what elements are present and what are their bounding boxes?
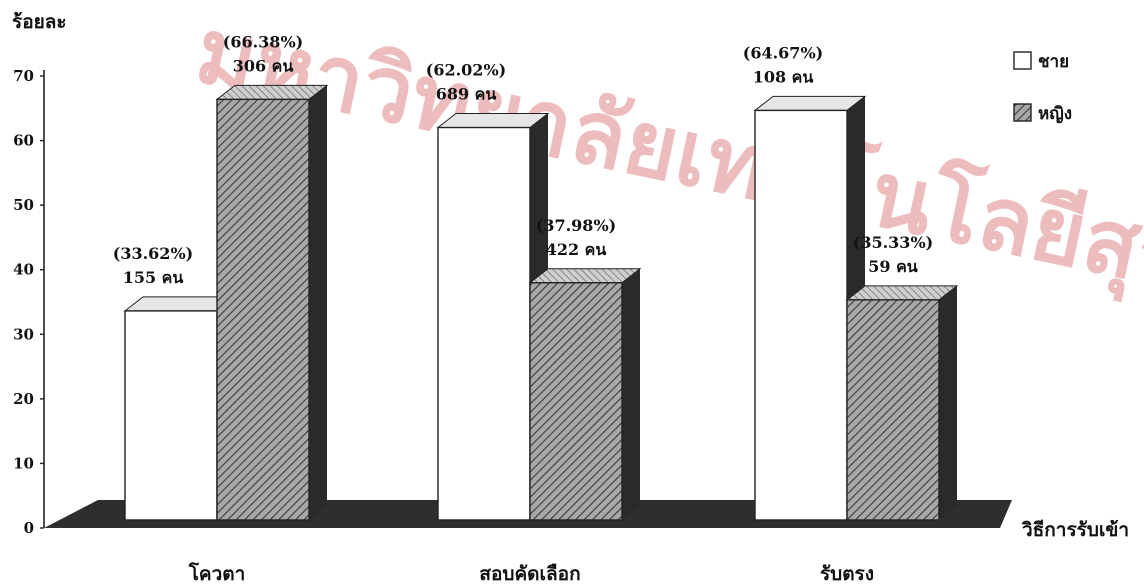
bar-side bbox=[939, 285, 957, 520]
bar bbox=[216, 98, 310, 521]
bar bbox=[437, 126, 531, 521]
legend-swatch-female bbox=[1013, 103, 1032, 122]
bar-top bbox=[436, 113, 550, 129]
y-axis-label: ร้อยละ bbox=[12, 11, 67, 33]
data-label-percent: (64.67%) bbox=[743, 43, 823, 62]
y-axis: 0 10 20 30 40 50 60 70 ร้อยละ bbox=[12, 11, 67, 537]
legend-label-female: หญิง bbox=[1038, 104, 1072, 124]
data-label-count: 689 คน bbox=[436, 85, 497, 104]
category-labels: โควตา สอบคัดเลือก รับตรง bbox=[188, 562, 874, 585]
bar-top bbox=[845, 285, 959, 301]
bar-side bbox=[309, 85, 327, 521]
category-label: รับตรง bbox=[820, 563, 874, 585]
legend: ชาย หญิง bbox=[1013, 51, 1072, 124]
legend-item-female: หญิง bbox=[1013, 103, 1072, 124]
bar-top bbox=[215, 84, 329, 100]
data-label-count: 108 คน bbox=[753, 67, 814, 86]
data-label-count: 155 คน bbox=[123, 268, 184, 287]
legend-swatch-male bbox=[1013, 51, 1032, 70]
data-label-count: 306 คน bbox=[233, 56, 294, 75]
bar bbox=[124, 310, 218, 521]
bar bbox=[846, 299, 940, 521]
bar bbox=[529, 282, 623, 521]
y-tick-label: 20 bbox=[13, 390, 34, 408]
category-label: สอบคัดเลือก bbox=[479, 563, 580, 585]
data-labels: (33.62%) 155 คน (66.38%) 306 คน (62.02%) 689 … bbox=[113, 32, 933, 287]
bars bbox=[123, 84, 959, 521]
watermark-text: มหาวิทยาลัยเทคโนโลยีสุรนารี bbox=[186, 0, 1144, 348]
y-tick-label: 70 bbox=[13, 67, 34, 85]
bar-top bbox=[753, 95, 867, 111]
bar bbox=[754, 109, 848, 521]
data-label-percent: (33.62%) bbox=[113, 244, 193, 263]
y-tick-label: 0 bbox=[24, 519, 34, 537]
data-label-percent: (66.38%) bbox=[223, 32, 303, 51]
watermark: มหาวิทยาลัยเทคโนโลยีสุรนารี bbox=[186, 0, 1144, 348]
data-label-percent: (37.98%) bbox=[536, 216, 616, 235]
y-tick-label: 40 bbox=[13, 261, 34, 279]
category-label: โควตา bbox=[188, 562, 246, 585]
data-label-count: 59 คน bbox=[868, 257, 918, 276]
y-tick-label: 30 bbox=[13, 325, 34, 343]
legend-item-male: ชาย bbox=[1013, 51, 1069, 72]
data-label-count: 422 คน bbox=[546, 240, 607, 259]
y-ticks: 0 10 20 30 40 50 60 70 bbox=[13, 67, 44, 537]
bar-top bbox=[528, 268, 642, 284]
bar-side bbox=[622, 268, 640, 520]
y-tick-label: 60 bbox=[13, 132, 34, 150]
legend-label-male: ชาย bbox=[1038, 52, 1069, 72]
y-tick-label: 10 bbox=[13, 454, 34, 472]
x-axis-label: วิธีการรับเข้า bbox=[1022, 519, 1129, 541]
data-label-percent: (62.02%) bbox=[426, 61, 506, 80]
y-tick-label: 50 bbox=[13, 196, 34, 214]
data-label-percent: (35.33%) bbox=[853, 233, 933, 252]
